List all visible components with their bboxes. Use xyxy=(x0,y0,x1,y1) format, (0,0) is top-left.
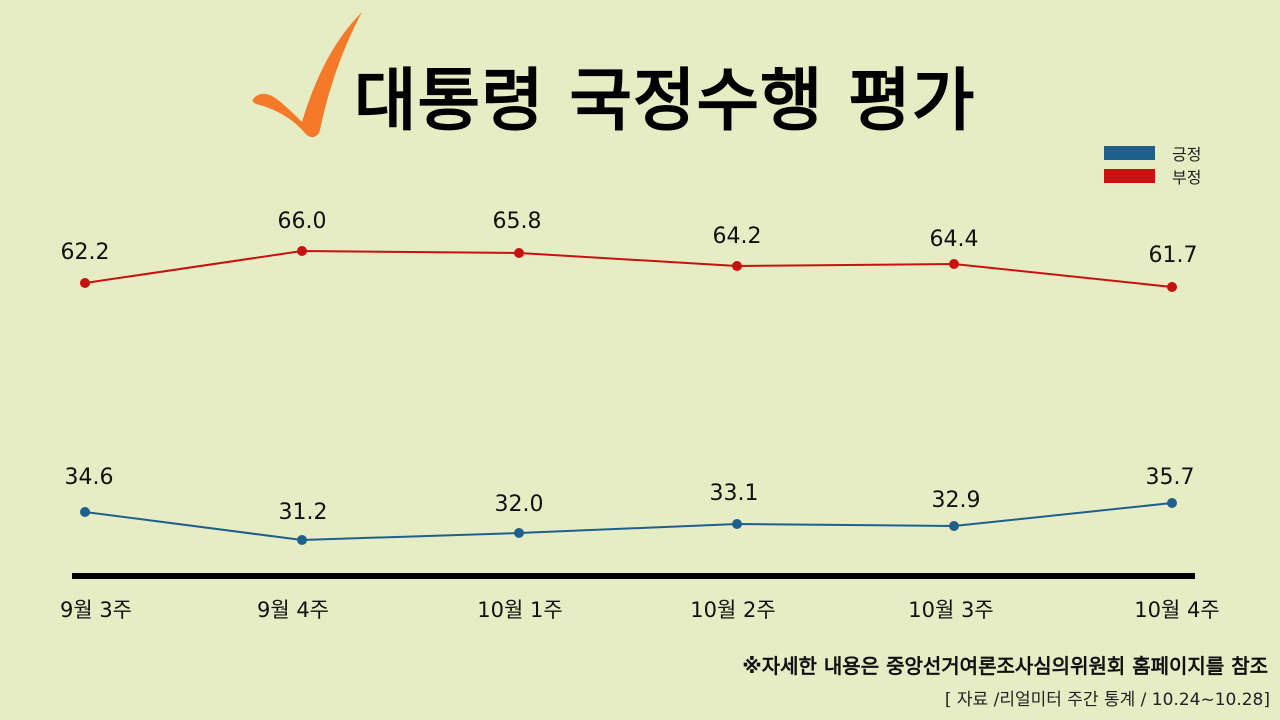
legend-swatch-negative xyxy=(1104,168,1155,183)
series-line-positive xyxy=(84,502,1173,542)
legend-swatch-positive xyxy=(1104,145,1155,160)
data-label: 31.2 xyxy=(279,500,328,525)
series-line-negative xyxy=(84,249,1173,288)
series-points-negative xyxy=(80,246,1177,292)
x-tick-label: 10월 2주 xyxy=(690,598,775,622)
data-label: 62.2 xyxy=(61,240,110,265)
page-title: 대통령 국정수행 평가 xyxy=(354,61,976,141)
x-axis-line xyxy=(72,573,1195,579)
source-citation: [ 자료 /리얼미터 주간 통계 / 10.24~10.28] xyxy=(944,690,1270,710)
footnote: ※자세한 내용은 중앙선거여론조사심의위원회 홈페이지를 참조 xyxy=(742,654,1268,678)
x-tick-label: 9월 3주 xyxy=(60,598,132,622)
legend-label: 부정 xyxy=(1172,167,1202,187)
data-label: 65.8 xyxy=(493,209,542,234)
x-tick-label: 10월 1주 xyxy=(477,598,562,622)
data-point xyxy=(80,507,90,517)
check-mark-icon xyxy=(252,12,362,138)
data-label: 35.7 xyxy=(1146,465,1195,490)
data-point xyxy=(297,246,307,256)
data-label: 61.7 xyxy=(1149,243,1198,268)
legend-label: 긍정 xyxy=(1172,144,1202,164)
chart-title-block: 대통령 국정수행 평가 xyxy=(250,10,975,141)
data-point xyxy=(949,521,959,531)
data-point xyxy=(80,278,90,288)
data-point xyxy=(514,528,524,538)
data-label: 66.0 xyxy=(278,209,327,234)
x-tick-label: 10월 3주 xyxy=(908,598,993,622)
x-tick-label: 10월 4주 xyxy=(1134,598,1219,622)
data-point xyxy=(297,535,307,545)
legend-item-positive: 긍정 xyxy=(1104,141,1201,164)
x-axis-labels: 9월 3주 9월 4주 10월 1주 10월 2주 10월 3주 10월 4주 xyxy=(60,598,1220,622)
data-point xyxy=(732,519,742,529)
series-points-positive xyxy=(80,498,1177,545)
x-tick-label: 9월 4주 xyxy=(257,598,329,622)
data-point xyxy=(1167,282,1177,292)
data-label: 34.6 xyxy=(65,465,114,490)
data-label: 64.4 xyxy=(930,227,979,252)
legend: 긍정 부정 xyxy=(1104,141,1201,187)
data-point xyxy=(514,248,524,258)
data-point xyxy=(949,259,959,269)
data-label: 33.1 xyxy=(710,481,759,506)
data-labels-negative: 62.2 66.0 65.8 64.2 64.4 61.7 xyxy=(61,209,1198,268)
data-label: 32.0 xyxy=(495,492,544,517)
legend-item-negative: 부정 xyxy=(1104,164,1201,187)
data-labels-positive: 34.6 31.2 32.0 33.1 32.9 35.7 xyxy=(65,465,1195,525)
data-label: 32.9 xyxy=(932,488,981,513)
data-point xyxy=(1167,498,1177,508)
data-point xyxy=(732,261,742,271)
data-label: 64.2 xyxy=(713,224,762,249)
